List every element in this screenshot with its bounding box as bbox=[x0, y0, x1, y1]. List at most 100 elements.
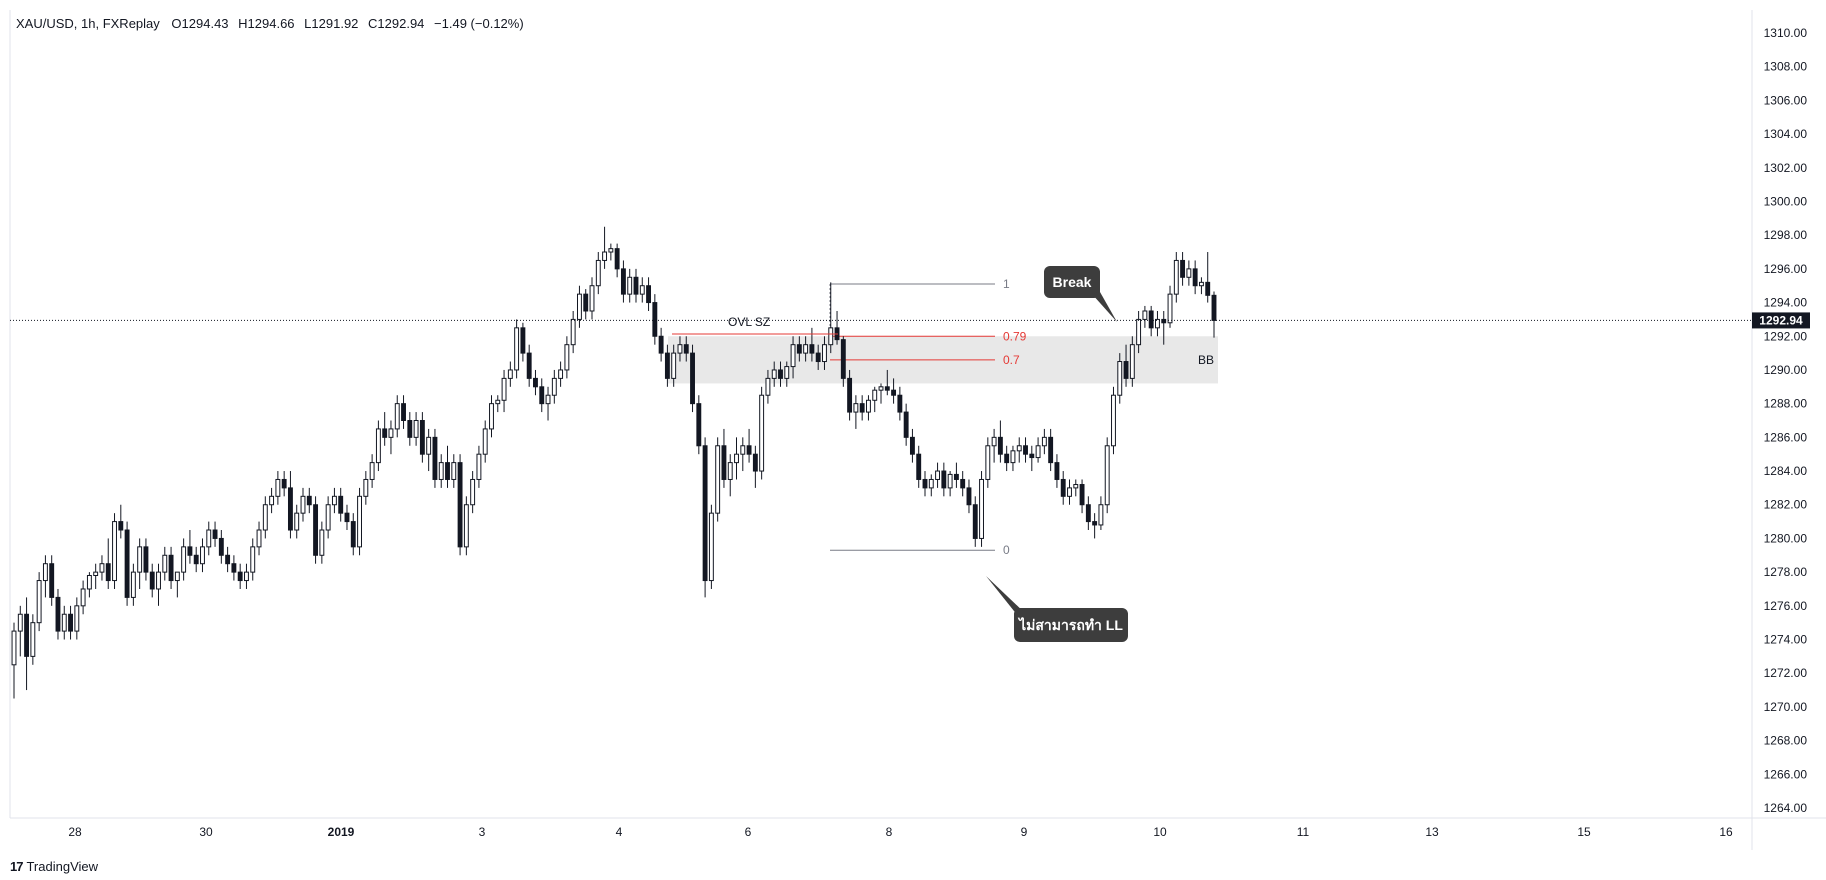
symbol-text: XAU/USD, 1h, FXReplay bbox=[16, 16, 160, 31]
price-tick-label: 1286.00 bbox=[1764, 430, 1808, 444]
candle-body bbox=[319, 529, 325, 556]
candle-body bbox=[476, 453, 482, 480]
candle-body bbox=[382, 428, 388, 438]
candle-body bbox=[771, 369, 777, 379]
candle-body bbox=[715, 445, 721, 514]
candle-body bbox=[646, 285, 652, 304]
high-label: H bbox=[238, 16, 247, 31]
candle-body bbox=[740, 445, 746, 455]
candle-body bbox=[24, 613, 30, 657]
candle-body bbox=[1198, 281, 1204, 287]
price-tick-label: 1266.00 bbox=[1764, 767, 1808, 781]
price-axis[interactable]: 1310.00 1308.00 1306.00 1304.00 1302.00 1300.… bbox=[1764, 26, 1808, 815]
fib-level-label: 1 bbox=[1003, 277, 1010, 291]
candle-body bbox=[809, 344, 815, 354]
candle-body bbox=[545, 394, 551, 405]
candle-body bbox=[200, 546, 205, 565]
time-tick-label: 11 bbox=[1297, 825, 1310, 839]
candle-body bbox=[325, 504, 331, 531]
no-ll-callout[interactable]: ไม่สามารถทำ LL bbox=[986, 576, 1128, 642]
candle-body bbox=[42, 563, 48, 582]
candle-body bbox=[576, 293, 582, 320]
candle-body bbox=[639, 285, 645, 295]
candle-body bbox=[614, 248, 620, 270]
candle-body bbox=[61, 613, 67, 632]
candle-body bbox=[262, 504, 268, 531]
price-tick-label: 1282.00 bbox=[1764, 498, 1808, 512]
candle-body bbox=[1180, 259, 1186, 278]
candle-body bbox=[212, 529, 218, 539]
candle-body bbox=[501, 377, 507, 401]
candle-body bbox=[627, 276, 633, 295]
tradingview-brand-text: TradingView bbox=[26, 859, 99, 874]
candle-body bbox=[897, 394, 903, 413]
candle-body bbox=[244, 571, 249, 582]
candle-body bbox=[463, 504, 469, 548]
candle-body bbox=[690, 352, 695, 405]
candle-body bbox=[564, 344, 570, 371]
price-tick-label: 1272.00 bbox=[1764, 666, 1808, 680]
tradingview-brand[interactable]: 17 TradingView bbox=[10, 859, 98, 874]
price-tick-label: 1310.00 bbox=[1764, 26, 1808, 40]
candle-body bbox=[1029, 453, 1035, 459]
close-value: 1292.94 bbox=[377, 16, 424, 31]
price-tick-label: 1300.00 bbox=[1764, 194, 1808, 208]
candle-body bbox=[1098, 504, 1104, 526]
candle-body bbox=[947, 473, 953, 489]
candle-body bbox=[526, 352, 532, 379]
candle-body bbox=[979, 478, 984, 539]
candle-body bbox=[872, 389, 878, 401]
candle-body bbox=[759, 394, 765, 472]
candle-body bbox=[1117, 361, 1123, 396]
time-tick-label: 15 bbox=[1577, 825, 1591, 839]
time-tick-label: 16 bbox=[1719, 825, 1733, 839]
candle-body bbox=[187, 546, 193, 556]
candle-body bbox=[1148, 310, 1154, 329]
candle-body bbox=[702, 445, 708, 582]
current-price-text: 1292.94 bbox=[1759, 313, 1803, 327]
time-tick-label: 9 bbox=[1021, 825, 1028, 839]
candle-body bbox=[507, 369, 513, 379]
candle-body bbox=[1211, 294, 1217, 321]
time-axis[interactable]: 28 30 2019 3 4 6 8 9 10 11 13 15 16 bbox=[68, 825, 1733, 839]
candle-body bbox=[407, 420, 413, 438]
candle-body bbox=[683, 344, 689, 354]
candle-body bbox=[1205, 281, 1211, 296]
candle-body bbox=[972, 504, 978, 539]
candle-body bbox=[294, 512, 300, 531]
tradingview-logo-icon: 17 bbox=[10, 859, 24, 874]
open-value: 1294.43 bbox=[182, 16, 229, 31]
candle-body bbox=[1067, 487, 1072, 497]
candle-body bbox=[363, 478, 369, 497]
candle-body bbox=[1167, 293, 1173, 324]
candle-body bbox=[1023, 445, 1028, 455]
candle-body bbox=[306, 495, 312, 506]
candle-body bbox=[909, 436, 915, 455]
high-value: 1294.66 bbox=[248, 16, 295, 31]
candle-body bbox=[193, 554, 199, 565]
plot-area[interactable] bbox=[10, 10, 1752, 818]
time-tick-label: 30 bbox=[199, 825, 213, 839]
candle-body bbox=[708, 512, 714, 582]
open-label: O bbox=[171, 16, 181, 31]
candle-body bbox=[778, 369, 783, 379]
candle-body bbox=[558, 369, 564, 379]
candle-body bbox=[231, 563, 237, 573]
candle-body bbox=[608, 248, 614, 253]
candle-body bbox=[118, 521, 124, 531]
break-callout[interactable]: Break bbox=[1044, 266, 1117, 322]
candle-body bbox=[457, 462, 463, 548]
price-tick-label: 1288.00 bbox=[1764, 397, 1808, 411]
time-tick-label: 4 bbox=[616, 825, 623, 839]
candle-body bbox=[495, 399, 501, 405]
candle-body bbox=[338, 495, 344, 514]
candle-body bbox=[489, 403, 494, 430]
candle-body bbox=[1192, 268, 1198, 287]
candle-body bbox=[357, 495, 362, 548]
candle-body bbox=[803, 344, 809, 354]
fib-retracement[interactable]: 1 0.79 0.7 0 bbox=[829, 277, 1027, 557]
candle-body bbox=[432, 436, 438, 480]
candle-body bbox=[300, 495, 306, 514]
change-value: −1.49 (−0.12%) bbox=[434, 16, 524, 31]
